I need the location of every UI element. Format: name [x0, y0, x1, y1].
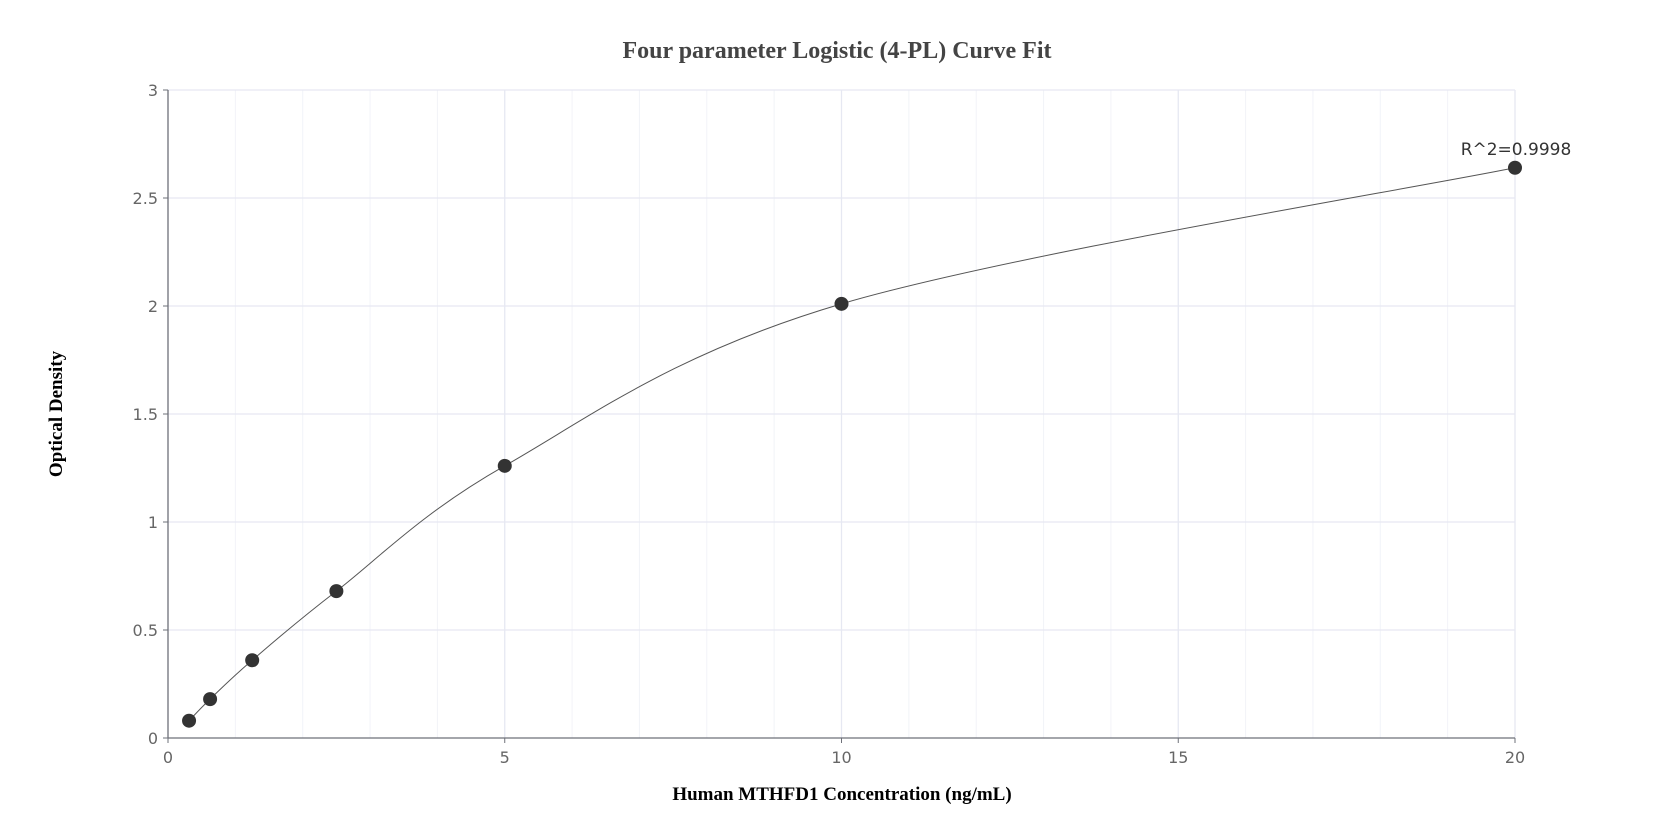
axes: 0 5 10 15 20 0 0.5 1 1.5 2 2.5 3 [133, 81, 1526, 767]
x-tick-label: 5 [500, 748, 510, 767]
x-tick-label: 10 [831, 748, 851, 767]
data-point [497, 458, 512, 473]
chart-title: Four parameter Logistic (4-PL) Curve Fit [622, 38, 1051, 64]
x-tick-label: 0 [163, 748, 173, 767]
y-tick-label: 2.5 [133, 189, 158, 208]
y-tick-label: 1.5 [133, 405, 158, 424]
r-squared-annotation: R^2=0.9998 [1461, 140, 1572, 160]
y-tick-label: 3 [148, 81, 158, 100]
data-points [182, 160, 1522, 728]
data-point [1508, 160, 1522, 175]
data-point [329, 584, 344, 599]
grid [168, 89, 1516, 738]
y-tick-label: 0 [148, 729, 158, 748]
data-point [245, 653, 260, 668]
x-tick-label: 20 [1505, 748, 1525, 767]
fit-curve [188, 167, 1516, 722]
y-tick-label: 0.5 [133, 621, 158, 640]
x-axis-label: Human MTHFD1 Concentration (ng/mL) [672, 784, 1011, 805]
x-tick-label: 15 [1168, 748, 1188, 767]
data-point [834, 296, 849, 311]
data-point [182, 713, 197, 728]
y-axis-label: Optical Density [46, 350, 67, 477]
data-point [203, 692, 218, 707]
y-tick-label: 1 [148, 513, 158, 532]
y-tick-label: 2 [148, 297, 158, 316]
